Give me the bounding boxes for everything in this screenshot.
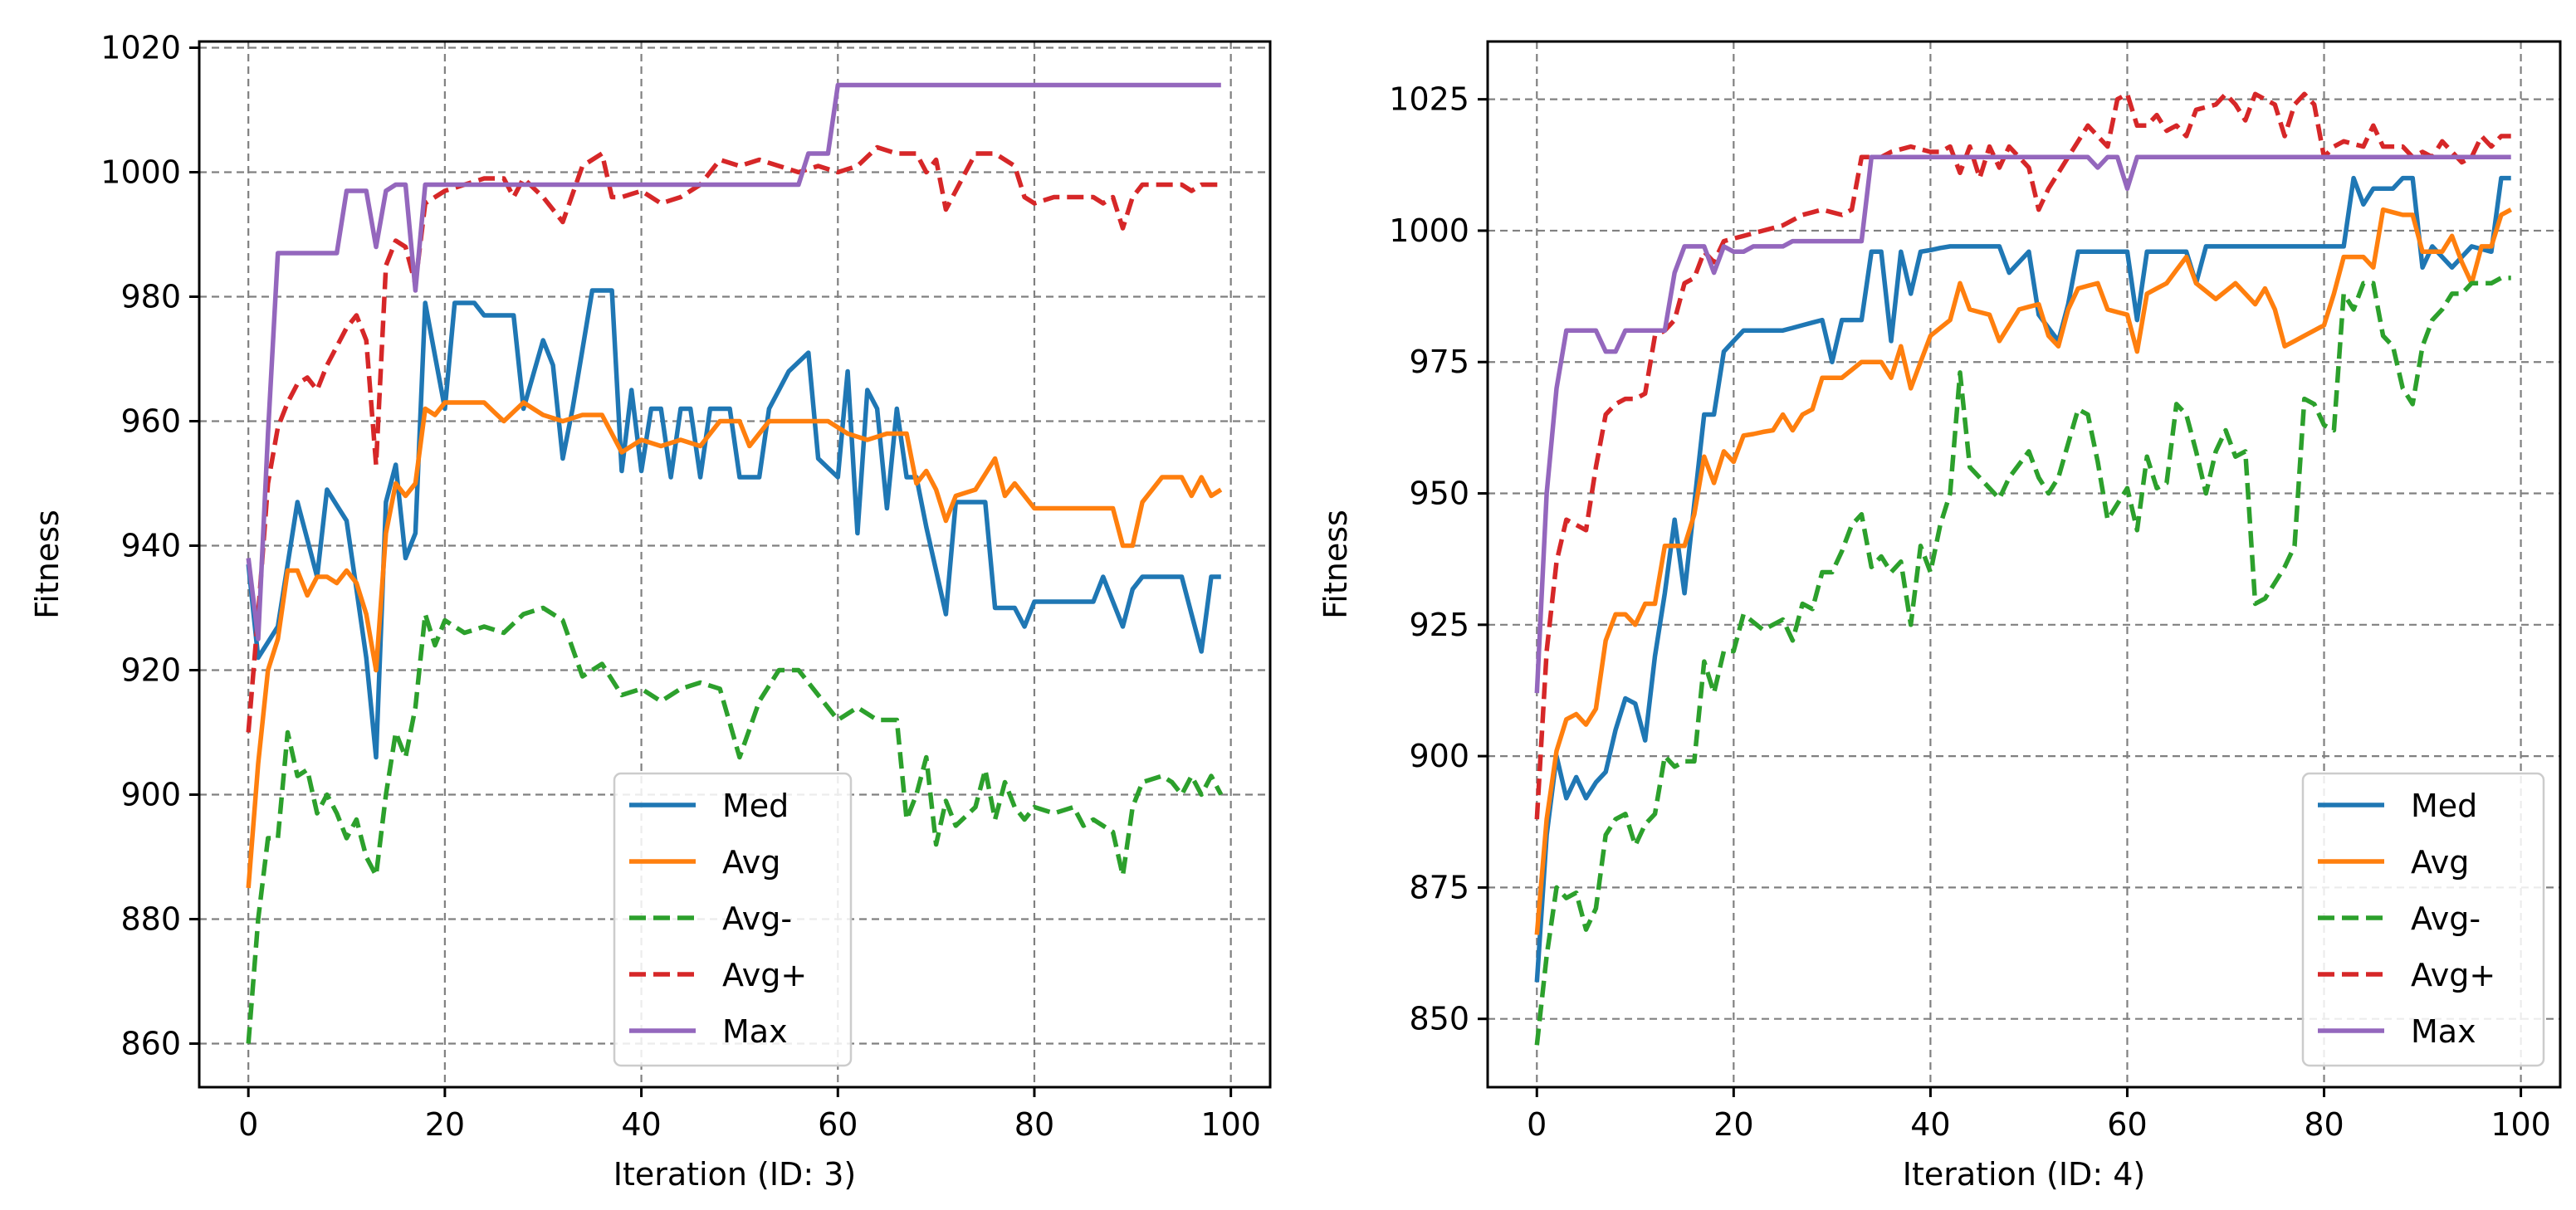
legend: Med Avg Avg- Avg+ Max [613,772,853,1067]
y-tick-label: 880 [120,901,181,938]
plot-frame [1486,40,2562,1089]
legend-box [613,772,853,1067]
y-tick-label: 1025 [1389,81,1469,118]
y-tick-label: 1000 [1389,212,1469,249]
y-axis-label: Fitness [29,510,66,619]
legend-label: Max [722,1013,788,1050]
x-tick-label: 60 [2107,1106,2147,1143]
y-tick-label: 950 [1409,476,1469,512]
tick-labels: 0 20 40 60 80 100 850 875 900 925 950 975 1000 1025 [1389,81,2551,1143]
series-line-avg-plus [1534,91,2511,820]
legend-label: Avg+ [2411,957,2495,993]
series-line-avg-minus [246,605,1224,1044]
x-axis-label: Iteration (ID: 3) [613,1156,856,1193]
y-tick-label: 980 [120,279,181,315]
series-line-med [246,288,1221,760]
y-tick-label: 875 [1409,869,1469,905]
tick-labels: 0 20 40 60 80 100 860 880 900 920 940 960 980 1000 102… [100,30,1261,1144]
y-tick-label: 850 [1409,1001,1469,1037]
plot-frame [198,40,1272,1089]
chart-panel-right: 0 20 40 60 80 100 850 875 900 925 950 975 1000 1025 It… [1317,40,2562,1193]
y-tick-label: 1000 [100,154,181,191]
x-axis-label: Iteration (ID: 4) [1903,1156,2145,1193]
y-axis-label: Fitness [1317,510,1354,619]
x-tick-label: 0 [1527,1106,1547,1143]
y-tick-label: 860 [120,1026,181,1062]
legend-label: Max [2411,1013,2476,1050]
x-tick-label: 20 [1713,1106,1753,1143]
series-line-med [1534,175,2511,983]
x-tick-label: 40 [621,1106,661,1143]
y-tick-label: 1020 [100,30,181,66]
series-line-avg [1534,207,2512,935]
y-tick-label: 925 [1409,607,1469,643]
y-tick-label: 900 [1409,738,1469,774]
x-tick-label: 40 [1910,1106,1950,1143]
x-tick-label: 100 [1200,1106,1261,1143]
gridlines [1488,41,2560,1087]
series-group [1534,91,2512,1046]
x-tick-label: 80 [2304,1106,2344,1143]
legend-label: Avg [722,844,780,881]
series-line-avg-minus [1534,276,2511,1046]
y-tick-label: 975 [1409,344,1469,380]
x-tick-label: 0 [238,1106,258,1143]
series-line-max [246,82,1221,642]
x-tick-label: 100 [2490,1106,2551,1143]
legend-label: Avg+ [722,957,807,993]
y-tick-label: 900 [120,777,181,813]
y-tick-label: 960 [120,403,181,440]
legend-label: Med [722,788,789,824]
legend-label: Avg- [2411,900,2481,937]
x-tick-label: 80 [1014,1106,1054,1143]
series-group [246,82,1224,1044]
y-tick-label: 920 [120,652,181,689]
legend-label: Med [2411,788,2477,824]
series-line-avg [246,400,1223,889]
legend: Med Avg Avg- Avg+ Max [2301,772,2545,1067]
series-line-avg-plus [246,144,1221,733]
x-tick-label: 60 [818,1106,858,1143]
y-tick-label: 940 [120,528,181,564]
series-line-max [1534,154,2511,694]
chart-panel-left: 0 20 40 60 80 100 860 880 900 920 940 960 980 1000 102… [29,30,1272,1193]
x-tick-label: 20 [425,1106,465,1143]
legend-label: Avg [2411,844,2469,881]
legend-label: Avg- [722,900,792,937]
legend-box [2301,772,2545,1067]
